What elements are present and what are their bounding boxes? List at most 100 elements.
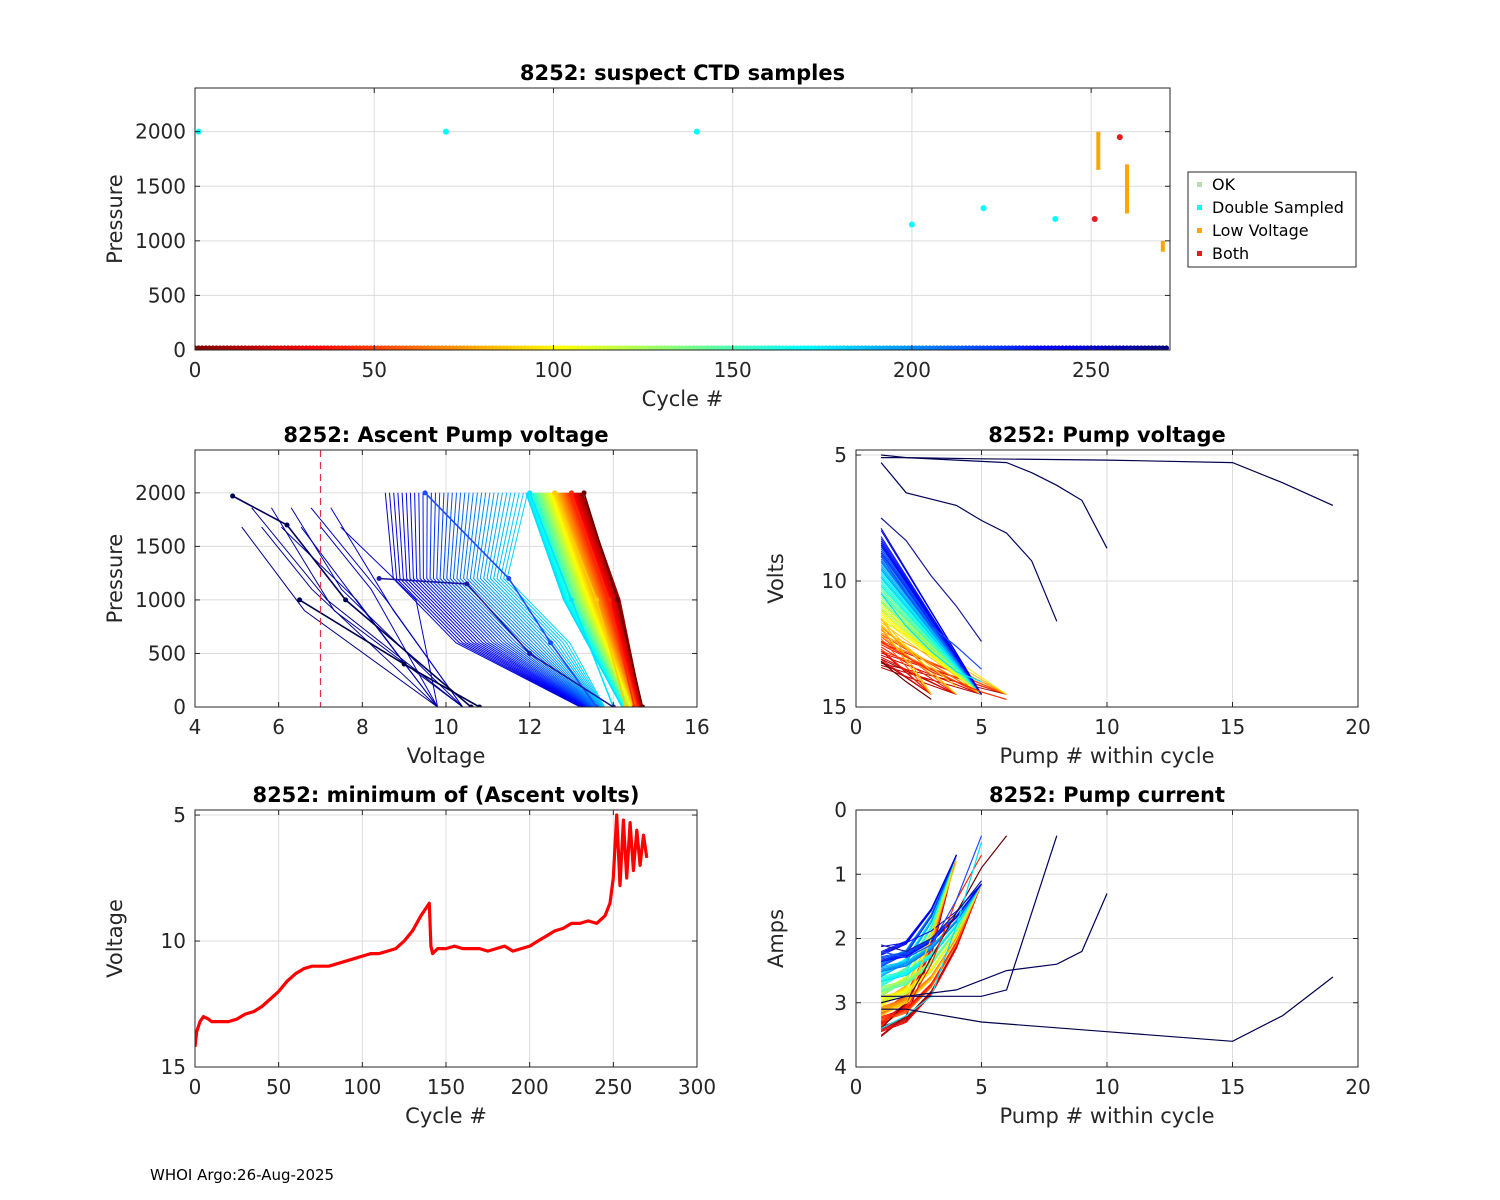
minvolt-ytick-label: 10 [161,929,186,953]
ascent-point [376,576,382,581]
ctd-xtick-label: 0 [189,358,202,382]
ascent-point [284,522,290,528]
cycle-color-dot [1163,345,1170,350]
ascent-representative-line [379,577,614,707]
ctd-axes: 0 50 100 150 200 250 0 500 1000 1500 2000 [135,88,1170,382]
ascent-ytick-label: 1500 [135,534,186,558]
pumpcurr-series-line [881,976,1334,1042]
legend-marker [1197,205,1202,210]
pump-voltage-line [880,585,982,695]
ascent-point [527,650,533,656]
ascent-xlabel: Voltage [407,744,486,768]
ascent-profile-line [414,492,586,707]
pumpcurr-ytick-label: 2 [834,927,847,951]
ascent-point [569,490,574,496]
ctd-xtick-label: 150 [714,358,752,382]
minvolt-xtick-label: 0 [189,1075,202,1099]
minvolt-xtick-label: 200 [511,1075,549,1099]
minvolt-xtick-label: 150 [427,1075,465,1099]
ascent-point [581,490,587,496]
ascent-point [230,493,236,499]
minvolt-frame: 8252: minimum of (Ascent volts) Cycle # Vo… [103,783,698,1128]
ascent-profile-line [280,526,438,707]
ascent-profile-line [429,492,589,707]
ascent-profile-line [506,492,606,707]
ascent-profile-line [405,492,585,707]
double-sampled-point [1052,216,1059,222]
pumpcurr-xtick-label: 15 [1220,1075,1245,1099]
pump-current-line [880,854,957,977]
double-sampled-point [442,128,449,135]
ascent-profile-line [310,507,464,707]
ctd-ytick-label: 500 [148,283,186,307]
ascent-ytick-label: 500 [148,641,186,665]
pumpcurr-series-line [880,835,983,959]
pumpcurr-ytick-label: 1 [834,862,847,886]
ascent-profile-line [290,507,464,707]
pump-voltage-line [880,593,982,695]
pumpvolt-series-line [880,618,957,688]
pumpvolt-ylabel: Volts [764,553,788,604]
pump-current-line [880,854,957,967]
minvolt-ylabel: Voltage [103,899,127,978]
pumpcurr-marks [880,835,1334,1042]
pumpcurr-ytick-label: 3 [834,991,847,1015]
ascent-point [623,704,629,707]
pump-voltage-line [880,664,982,695]
both-point [1116,134,1123,141]
ascent-ytick-label: 1000 [135,588,186,612]
minvolt-xlabel: Cycle # [405,1104,487,1128]
double-sampled-point [908,221,915,228]
ascent-ylabel: Pressure [103,534,127,624]
pump-voltage-line [880,561,982,695]
ascent-representative-line [424,492,598,707]
pumpvolt-series-line [880,593,982,683]
pump-voltage-line [880,544,982,695]
ascent-profile-line [241,526,438,707]
minvolt-xtick-label: 250 [594,1075,632,1099]
ctd-plot-area [195,88,1170,350]
ascent-profile-line [401,492,584,707]
pumpcurr-series-line [880,854,983,1023]
pumpvolt-xtick-label: 5 [975,715,988,739]
pumpcurr-series-line [880,835,1008,1029]
ascent-point [297,597,303,603]
pump-voltage-line [880,621,982,695]
footer-credit: WHOI Argo:26-Aug-2025 [150,1166,335,1184]
minvolt-title: 8252: minimum of (Ascent volts) [252,783,639,807]
ascent-point [552,490,558,496]
legend-label: Both [1212,244,1249,263]
pumpcurr-xtick-label: 0 [850,1075,863,1099]
ascent-point [468,704,474,707]
pump-voltage-line [880,638,932,695]
ascent-xtick-label: 8 [356,715,369,739]
legend-marker [1197,228,1202,233]
min-voltage-line [195,813,649,1047]
ascent-point [548,640,554,646]
pumpvolt-series-line [880,517,982,642]
ascent-point [569,597,574,603]
ascent-profile-line [422,492,587,707]
pump-voltage-line [880,530,982,695]
pump-current-line [881,883,982,962]
pumpvolt-series-line [880,462,1058,622]
pump-voltage-line [880,626,932,695]
pumpcurr-xtick-label: 10 [1094,1075,1119,1099]
ascent-point [476,704,482,707]
pump-voltage-line [880,618,982,695]
ascent-profile-line [409,492,585,707]
pump-current-line [880,883,982,1013]
ascent-point [594,597,600,603]
ascent-profile-line [489,492,602,707]
pump-current-line [880,854,957,987]
ctd-xlabel: Cycle # [642,387,724,411]
ctd-ytick-label: 2000 [135,120,186,144]
legend-label: OK [1212,175,1236,194]
pumpcurr-chart: 0 5 10 15 20 0 1 2 3 4 8252: Pump current Pump # wi… [764,783,1371,1128]
ascent-point [343,597,349,603]
double-sampled-point [693,128,700,135]
legend-marker [1197,251,1202,256]
ascent-profile-line [525,492,623,707]
ascent-xtick-label: 12 [517,715,542,739]
